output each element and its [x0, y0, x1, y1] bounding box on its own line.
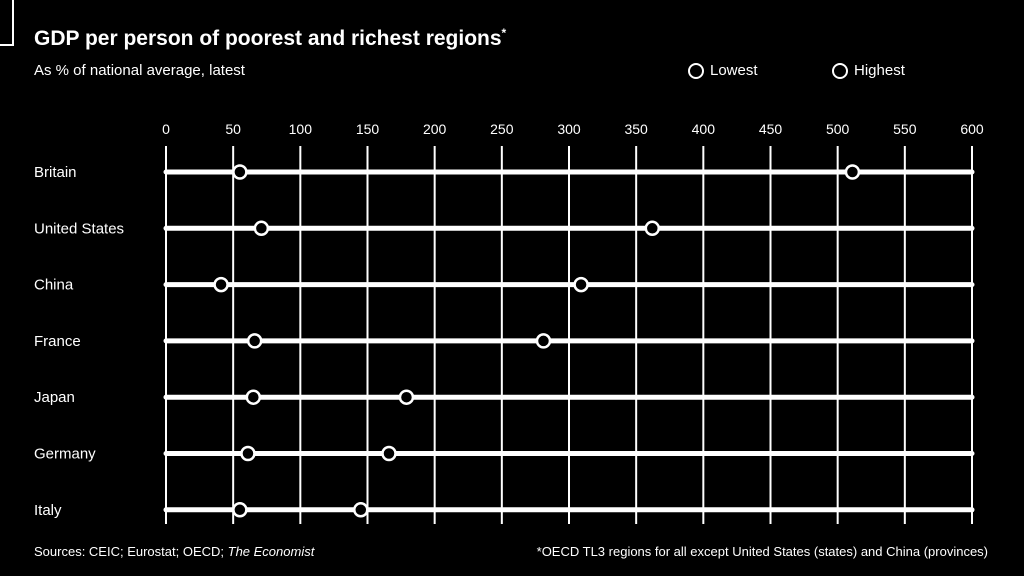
x-tick-label: 450	[759, 121, 783, 137]
highest-point	[844, 164, 861, 180]
x-tick-label: 150	[356, 121, 380, 137]
x-tick-label: 300	[557, 121, 581, 137]
lowest-point	[246, 333, 263, 349]
legend-highest-marker	[832, 62, 848, 79]
highest-point	[573, 276, 589, 293]
category-label: China	[34, 277, 74, 294]
highest-point	[398, 389, 415, 405]
highest-point	[381, 445, 397, 462]
x-tick-label: 500	[826, 121, 850, 137]
lowest-point	[253, 220, 270, 237]
x-tick-label: 600	[960, 121, 984, 137]
category-label: France	[34, 333, 81, 350]
lowest-point	[245, 389, 262, 405]
lowest-point	[240, 445, 256, 462]
legend-highest: Highest	[832, 62, 905, 79]
sources-italic: The Economist	[227, 544, 315, 559]
category-label: Italy	[34, 502, 62, 519]
x-tick-label: 350	[624, 121, 648, 137]
legend-lowest-label: Lowest	[710, 62, 758, 79]
legend-lowest-marker	[688, 62, 704, 79]
highest-point	[353, 502, 369, 518]
category-label: United States	[34, 220, 124, 237]
title-footnote-marker: *	[501, 26, 507, 40]
x-tick-label: 0	[162, 121, 170, 137]
x-tick-label: 50	[225, 121, 241, 137]
x-tick-label: 100	[289, 121, 313, 137]
x-tick-label: 400	[692, 121, 716, 137]
category-label: Britain	[34, 164, 77, 181]
x-tick-label: 200	[423, 121, 447, 137]
legend-lowest: Lowest	[688, 62, 758, 79]
corner-mark	[0, 0, 14, 46]
category-label: Japan	[34, 389, 75, 406]
chart-title: GDP per person of poorest and richest re…	[34, 26, 507, 50]
highest-point	[644, 220, 661, 237]
highest-point	[535, 333, 552, 349]
footnote: *OECD TL3 regions for all except United …	[536, 544, 988, 559]
sources-note: Sources: CEIC; Eurostat; OECD; The Econo…	[34, 544, 315, 559]
x-tick-label: 550	[893, 121, 917, 137]
lowest-point	[232, 164, 248, 180]
lowest-point	[213, 276, 229, 293]
category-label: Germany	[34, 446, 96, 463]
lowest-point	[232, 502, 248, 518]
chart-subtitle: As % of national average, latest	[34, 62, 245, 79]
legend-highest-label: Highest	[854, 62, 905, 79]
x-tick-label: 250	[490, 121, 514, 137]
